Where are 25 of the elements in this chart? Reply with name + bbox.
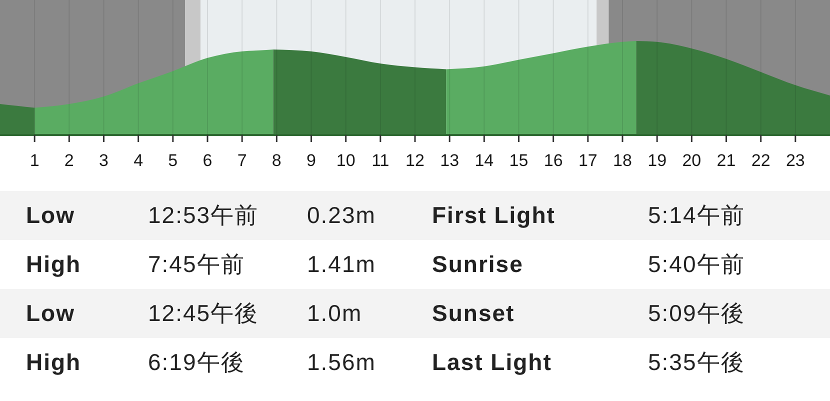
table-row: Low 12:53午前 0.23m First Light 5:14午前 bbox=[0, 191, 830, 240]
x-tick-label: 7 bbox=[237, 151, 247, 170]
x-tick-label: 17 bbox=[578, 151, 598, 170]
x-tick-label: 10 bbox=[336, 151, 356, 170]
x-tick-label: 22 bbox=[751, 151, 770, 170]
x-tick-label: 18 bbox=[613, 151, 632, 170]
x-tick-label: 14 bbox=[474, 151, 494, 170]
x-tick-label: 8 bbox=[272, 151, 282, 170]
x-tick-label: 4 bbox=[134, 151, 144, 170]
x-tick-label: 20 bbox=[682, 151, 702, 170]
x-tick-label: 19 bbox=[648, 151, 667, 170]
x-tick-label: 3 bbox=[99, 151, 108, 170]
x-tick-label: 11 bbox=[372, 151, 390, 170]
x-tick-label: 1 bbox=[30, 151, 40, 170]
x-tick-label: 23 bbox=[786, 151, 805, 170]
x-tick-label: 21 bbox=[716, 151, 736, 170]
table-row: Low 12:45午後 1.0m Sunset 5:09午後 bbox=[0, 289, 830, 338]
x-tick-label: 6 bbox=[202, 151, 212, 170]
x-tick-label: 5 bbox=[168, 151, 178, 170]
x-tick-label: 13 bbox=[440, 151, 460, 170]
x-tick-label: 15 bbox=[509, 151, 528, 170]
x-tick-label: 2 bbox=[64, 151, 74, 170]
x-tick-label: 9 bbox=[306, 151, 316, 170]
x-tick-label: 12 bbox=[406, 151, 424, 170]
x-tick-label: 16 bbox=[544, 151, 563, 170]
